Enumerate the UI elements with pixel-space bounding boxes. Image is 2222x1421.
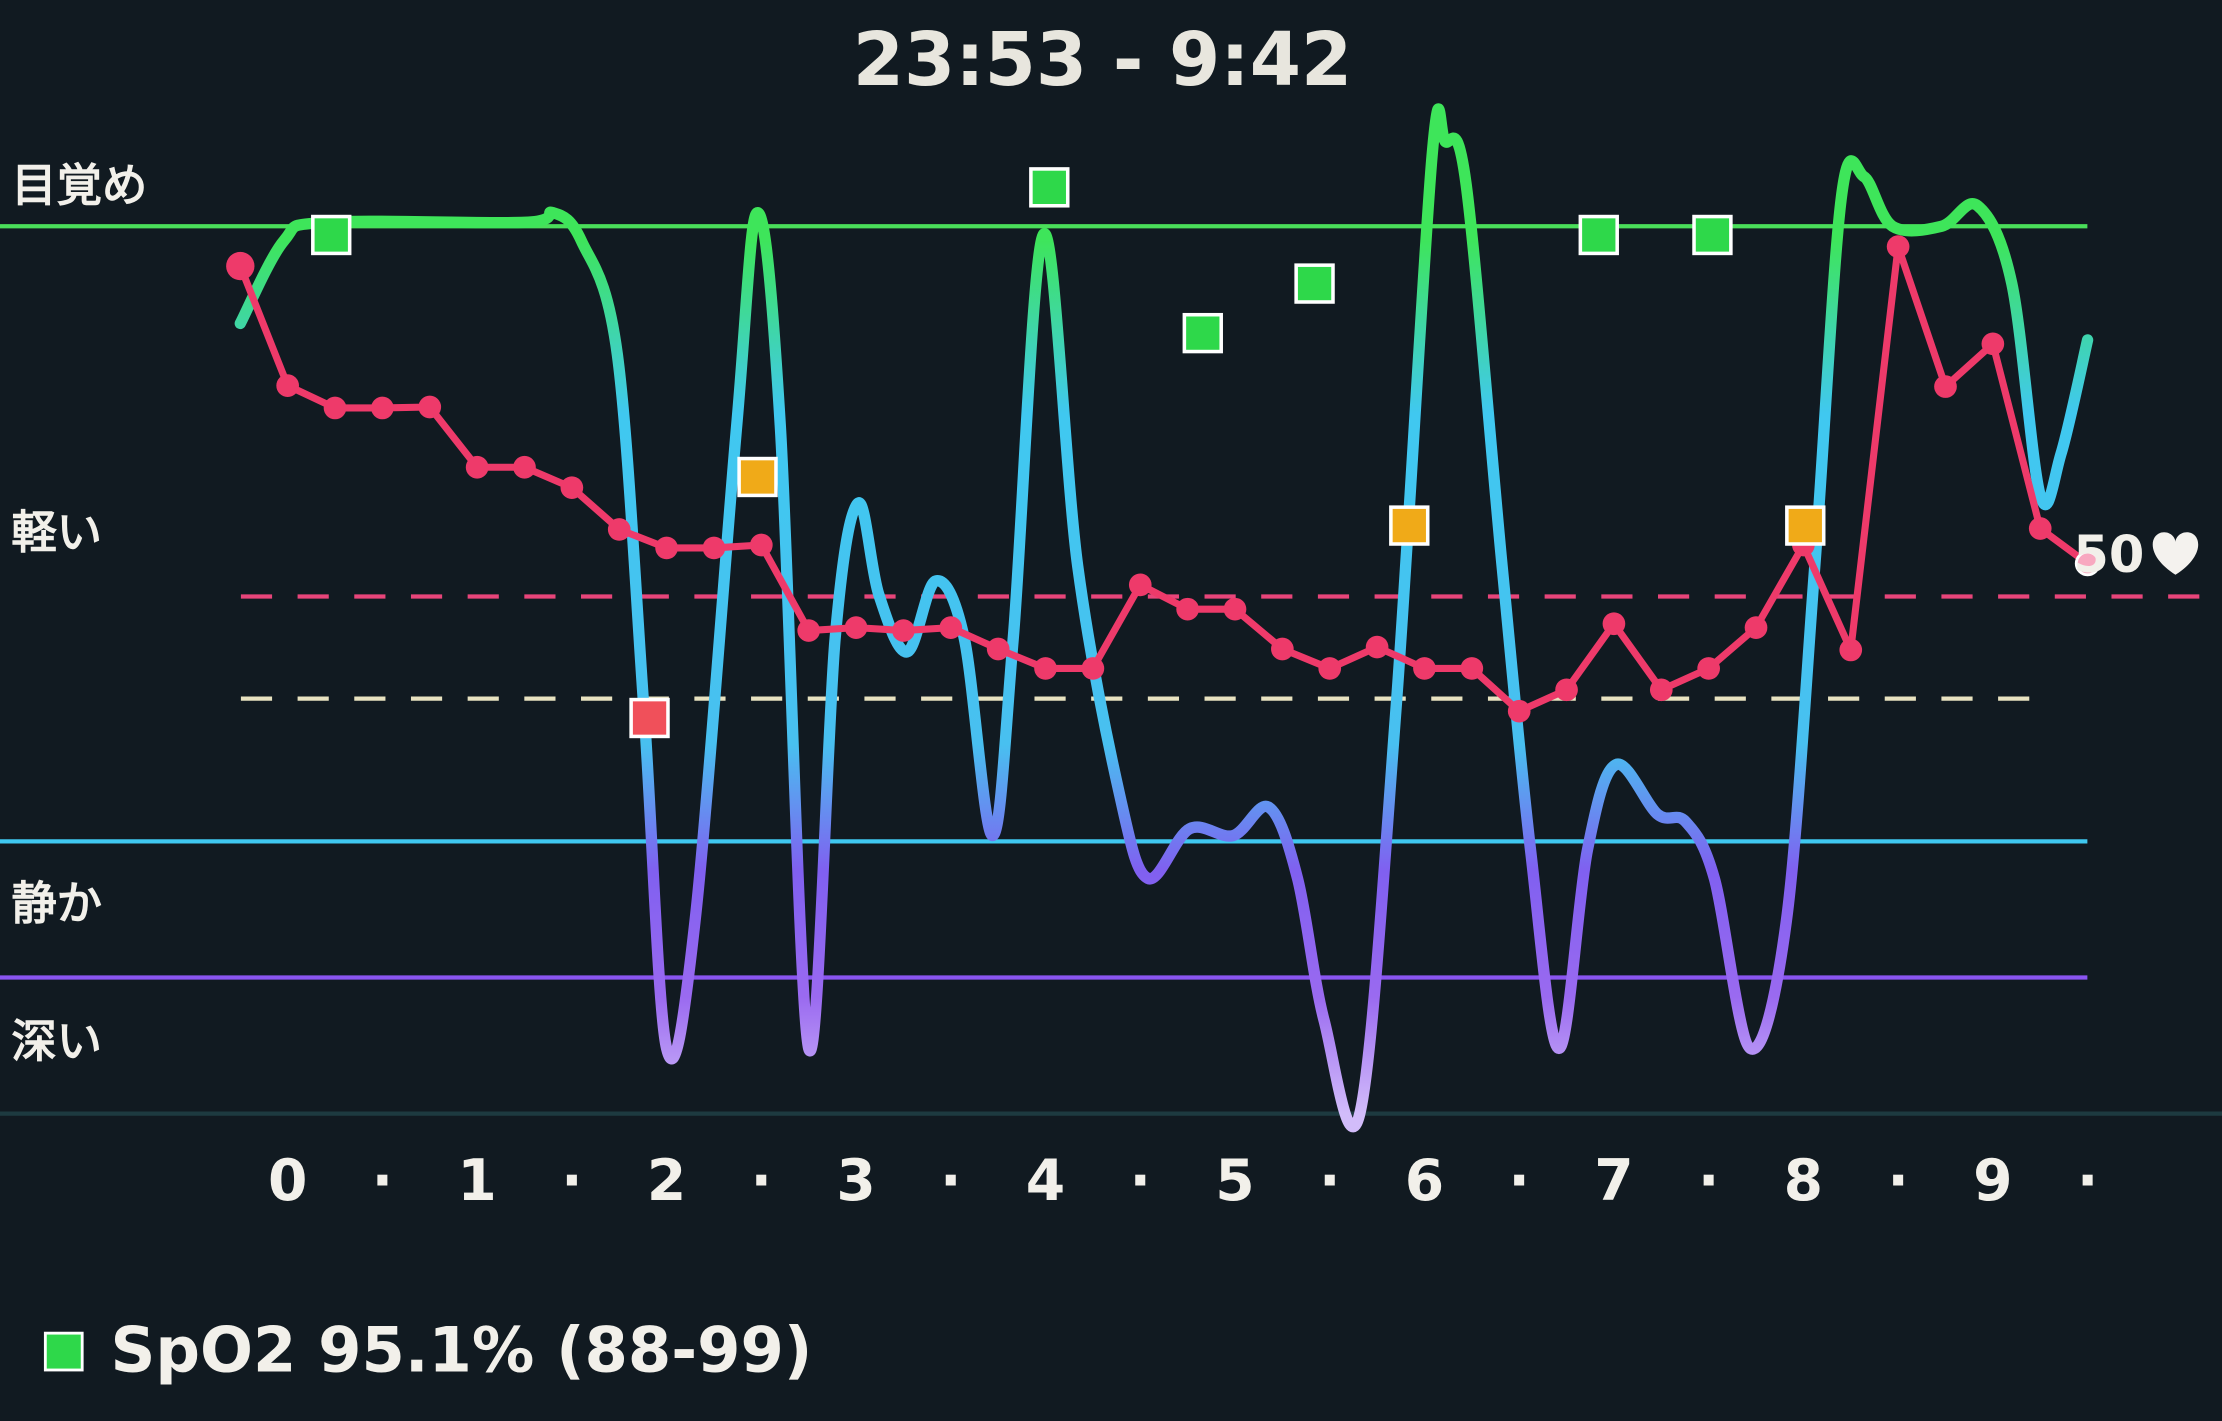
x-tick-label: · (1319, 1148, 1341, 1214)
heart-rate-point (1034, 657, 1057, 680)
heart-rate-point (1081, 657, 1105, 680)
heart-icon (2152, 532, 2199, 575)
x-tick-label: 2 (647, 1148, 686, 1214)
x-tick-label: · (940, 1148, 962, 1214)
heart-rate-point (1981, 332, 2005, 356)
heart-rate-point (276, 374, 300, 397)
x-tick-label: 5 (1215, 1148, 1254, 1214)
heart-rate-point (323, 396, 347, 420)
spo2-marker (1785, 505, 1826, 546)
sleep-curve (234, 103, 2094, 1133)
spo2-marker (1294, 263, 1335, 304)
heart-rate-point (939, 616, 963, 639)
heart-rate-point (1744, 616, 1768, 639)
title: 23:53 - 9:42 (853, 18, 1353, 103)
heart-rate-point (1555, 678, 1578, 702)
heart-rate-point (560, 476, 584, 500)
heart-rate-point (418, 395, 442, 419)
heart-rate-point (371, 396, 394, 420)
heart-rate-point (2028, 517, 2052, 540)
x-tick-label: 9 (1973, 1148, 2012, 1214)
heart-rate-point (2074, 550, 2101, 577)
x-tick-label: · (561, 1148, 583, 1214)
heart-rate-line (237, 243, 2090, 715)
spo2-marker (1389, 505, 1430, 546)
heart-rate-label: 50 (2073, 526, 2144, 585)
spo2-marker (737, 456, 778, 498)
x-tick-label: 3 (836, 1148, 875, 1214)
heart-rate-point (844, 616, 868, 639)
x-tick-label: · (1508, 1148, 1530, 1214)
heart-rate-point (1934, 375, 1957, 398)
heart-rate-point (1602, 612, 1626, 636)
x-tick-label: · (2077, 1148, 2099, 1214)
heart-rate-point (892, 619, 915, 642)
y-tick-label: 静か (11, 877, 102, 930)
heart-rate-point (655, 536, 678, 560)
heart-rate-point (1886, 235, 1910, 258)
spo2-marker (1692, 214, 1733, 256)
heart-rate-point (1271, 637, 1294, 661)
x-tick-label: 8 (1784, 1148, 1823, 1214)
x-tick-label: 4 (1026, 1148, 1065, 1214)
heart-rate-point (607, 518, 631, 541)
y-tick-label: 目覚め (11, 159, 147, 212)
x-tick-label: · (1698, 1148, 1720, 1214)
y-tick-label: 深い (11, 1015, 102, 1068)
heart-rate-point (1176, 597, 1199, 621)
heart-rate-point (1413, 657, 1436, 680)
x-tick-label: 6 (1405, 1148, 1444, 1214)
spo2-marker (1578, 214, 1619, 256)
spo2-marker (629, 697, 670, 739)
heart-rate-point (1697, 657, 1720, 680)
x-tick-label: 0 (268, 1148, 307, 1214)
heart-rate-point (1365, 635, 1389, 659)
spo2-marker (311, 214, 352, 256)
heart-rate-point (1318, 657, 1342, 680)
x-tick-label: · (1129, 1148, 1151, 1214)
x-tick-label: · (1887, 1148, 1909, 1214)
legend-label: SpO2 95.1% (88-99) (111, 1313, 813, 1386)
heart-rate-point (513, 455, 536, 479)
spo2-marker (1029, 167, 1070, 208)
y-tick-label: 軽い (11, 506, 102, 559)
x-tick-label: · (372, 1148, 394, 1214)
heart-rate-point (1128, 573, 1152, 597)
x-tick-label: · (751, 1148, 773, 1214)
heart-rate-point (226, 251, 255, 281)
heart-rate-point (1460, 657, 1484, 680)
heart-rate-point (1507, 699, 1531, 723)
heart-rate-point (1649, 678, 1673, 702)
heart-rate-point (702, 536, 726, 560)
heart-rate-point (465, 455, 489, 479)
spo2-marker (1182, 312, 1223, 354)
heart-rate-point (749, 533, 773, 557)
x-tick-label: 7 (1594, 1148, 1633, 1214)
heart-rate-point (986, 637, 1010, 661)
heart-rate-point (1839, 638, 1863, 662)
x-tick-label: 1 (457, 1148, 496, 1214)
heart-rate-point (797, 619, 821, 642)
heart-rate-point (1223, 597, 1247, 621)
legend-swatch (43, 1331, 84, 1372)
